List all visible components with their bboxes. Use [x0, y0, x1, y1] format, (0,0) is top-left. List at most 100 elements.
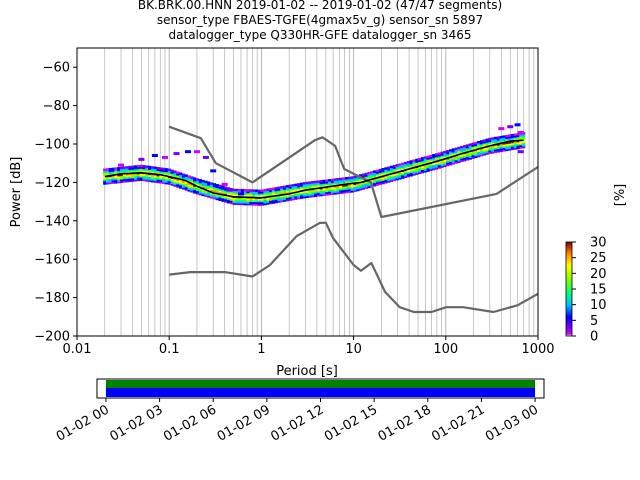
- density-cell: [159, 177, 163, 181]
- density-cell: [412, 164, 416, 168]
- density-cell: [404, 175, 408, 179]
- density-outlier: [193, 150, 200, 154]
- density-cell: [429, 154, 433, 158]
- density-outlier: [138, 157, 145, 161]
- density-cell: [314, 189, 318, 192]
- density-cell: [471, 147, 475, 151]
- density-cell: [344, 185, 349, 189]
- density-cell: [269, 196, 273, 200]
- density-cell: [437, 155, 441, 159]
- density-cell: [457, 158, 461, 162]
- density-cell: [437, 152, 441, 155]
- density-cell: [308, 193, 312, 196]
- density-cell: [221, 187, 225, 190]
- density-cell: [325, 184, 329, 187]
- density-cell: [463, 148, 467, 151]
- density-cell: [347, 180, 351, 183]
- density-cell: [392, 168, 396, 171]
- density-cell: [482, 149, 486, 153]
- density-cell: [120, 177, 124, 180]
- density-cell: [344, 187, 349, 190]
- density-cell: [198, 179, 202, 182]
- density-cell: [389, 179, 394, 182]
- density-cell: [201, 185, 205, 188]
- density-cell: [184, 184, 188, 188]
- density-cell: [364, 184, 368, 188]
- x-tick-label: 10: [345, 342, 362, 357]
- density-cell: [246, 192, 250, 196]
- density-cell: [136, 175, 141, 178]
- density-cell: [187, 185, 191, 189]
- density-cell: [285, 195, 290, 198]
- density-cell: [125, 166, 129, 169]
- density-cell: [153, 168, 157, 171]
- density-cell: [482, 139, 486, 142]
- density-cell: [108, 181, 112, 185]
- density-cell: [162, 178, 166, 181]
- density-cell: [314, 192, 318, 196]
- density-cell: [412, 168, 416, 171]
- density-cell: [432, 166, 436, 169]
- density-cell: [139, 173, 143, 176]
- density-cell: [333, 188, 337, 192]
- density-cell: [420, 158, 425, 162]
- density-cell: [134, 177, 138, 180]
- timeline-tick-label: 01-02 15: [322, 402, 380, 444]
- density-cell: [240, 197, 245, 201]
- density-cell: [142, 168, 146, 171]
- density-cell: [212, 196, 217, 200]
- density-cell: [165, 173, 169, 176]
- density-cell: [404, 166, 408, 170]
- density-cell: [232, 188, 236, 192]
- density-outlier: [517, 130, 524, 134]
- density-cell: [513, 143, 517, 147]
- density-cell: [502, 144, 506, 147]
- density-cell: [229, 198, 233, 201]
- density-cell: [460, 156, 464, 159]
- density-cell: [254, 194, 259, 198]
- density-cell: [474, 150, 478, 153]
- coverage-bar-lower: [105, 388, 536, 397]
- density-cell: [283, 189, 287, 192]
- density-cell: [252, 194, 256, 197]
- density-cell: [190, 186, 194, 190]
- density-cell: [212, 188, 217, 191]
- density-cell: [156, 179, 160, 182]
- density-cell: [167, 180, 172, 184]
- density-cell: [170, 171, 174, 174]
- density-cell: [274, 200, 278, 204]
- density-cell: [179, 179, 183, 182]
- density-cell: [302, 194, 306, 197]
- density-cell: [207, 195, 211, 198]
- density-cell: [401, 174, 405, 178]
- density-cell: [485, 150, 489, 154]
- density-cell: [454, 147, 458, 150]
- density-cell: [193, 182, 197, 185]
- density-cell: [513, 140, 517, 143]
- density-cell: [499, 141, 503, 144]
- density-cell: [280, 196, 284, 199]
- density-cell: [111, 167, 115, 171]
- density-cell: [218, 196, 222, 200]
- density-cell: [173, 174, 177, 177]
- density-cell: [165, 168, 169, 171]
- density-cell: [108, 176, 112, 179]
- density-cell: [344, 180, 349, 183]
- density-cell: [319, 181, 323, 185]
- density-cell: [493, 145, 498, 148]
- density-cell: [367, 177, 371, 180]
- density-cell: [263, 189, 267, 192]
- density-cell: [105, 171, 110, 175]
- density-cell: [454, 149, 458, 152]
- density-cell: [103, 175, 107, 178]
- density-cell: [122, 168, 127, 171]
- density-cell: [418, 163, 422, 166]
- density-band: [103, 123, 526, 206]
- density-cell: [465, 154, 470, 158]
- density-cell: [305, 193, 309, 197]
- density-cell: [328, 189, 332, 192]
- density-cell: [418, 171, 422, 175]
- density-cell: [232, 199, 236, 202]
- density-cell: [336, 183, 340, 186]
- density-cell: [451, 151, 456, 155]
